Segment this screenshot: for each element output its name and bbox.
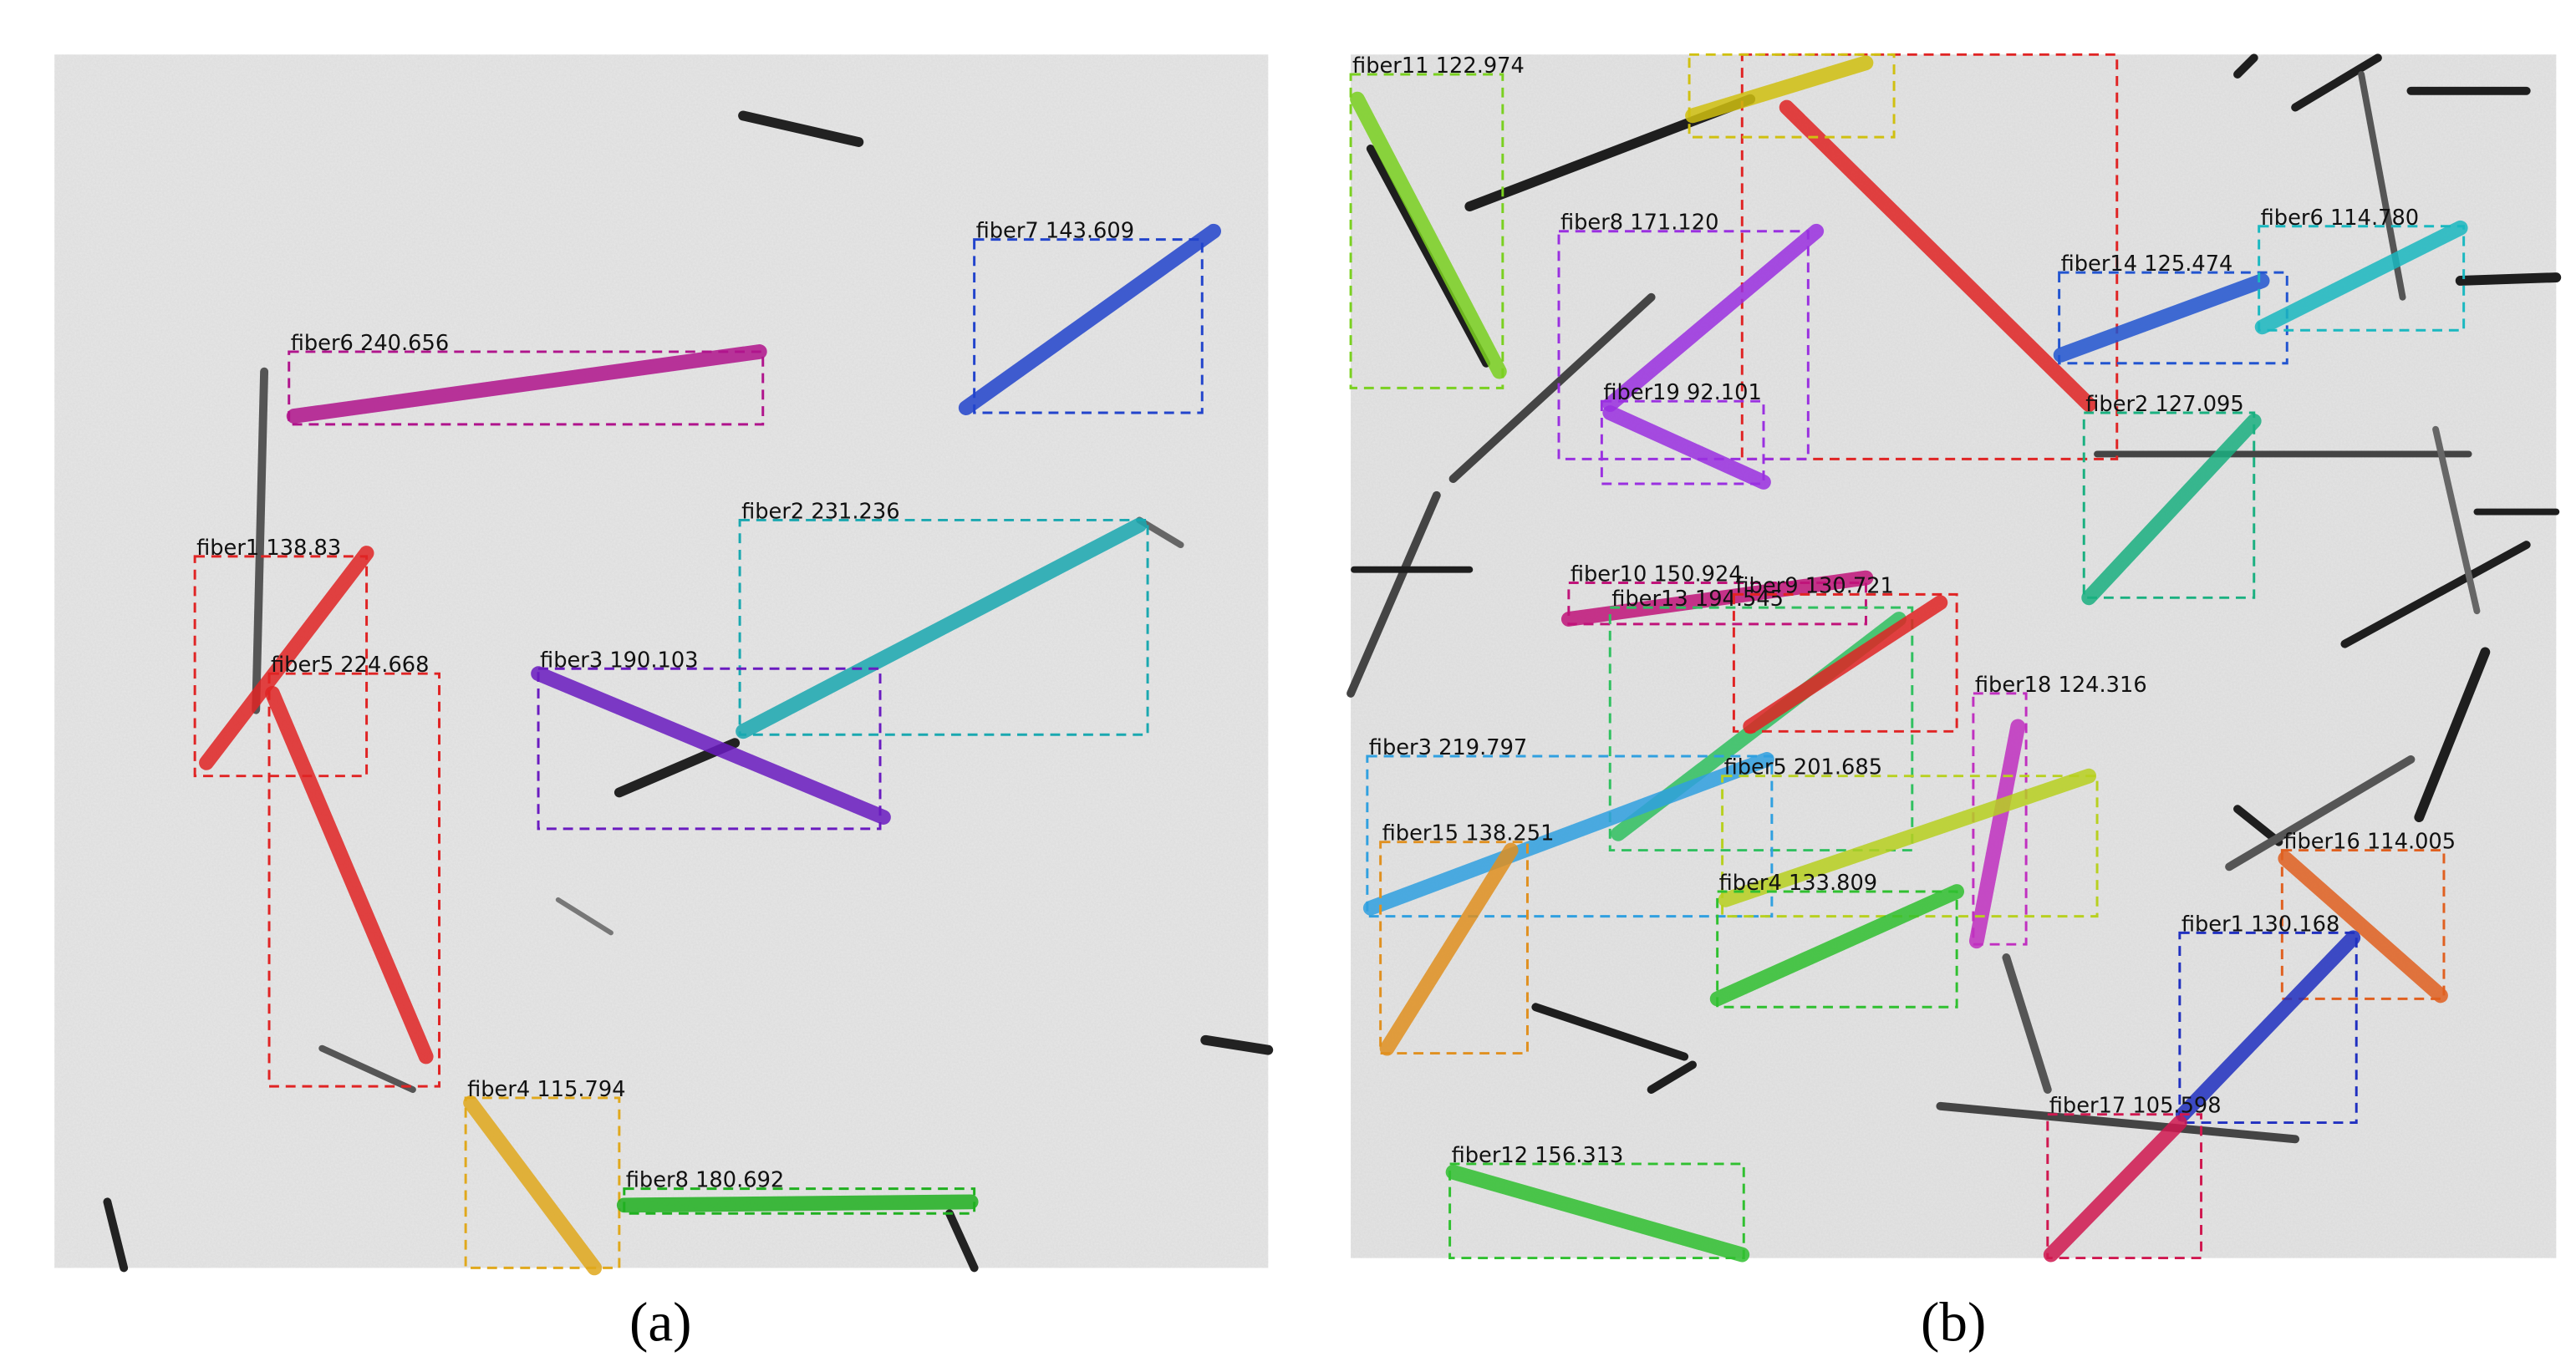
annotation-box bbox=[1379, 841, 1529, 1055]
fiber-label: fiber15 138.251 bbox=[1382, 821, 1555, 846]
annotation-box bbox=[1608, 606, 1914, 852]
fiber-mask bbox=[1379, 842, 1519, 1056]
fiber-label: fiber8 171.120 bbox=[1560, 211, 1718, 236]
fiber-label: fiber10 150.924 bbox=[1571, 562, 1743, 587]
annotation-box bbox=[1448, 1162, 1745, 1260]
fiber-mask bbox=[958, 223, 1221, 415]
annotation-box bbox=[288, 350, 765, 426]
annotation-box bbox=[1716, 890, 1958, 1009]
annotation-box bbox=[267, 672, 441, 1088]
fiber-mask bbox=[736, 517, 1148, 739]
fiber-label: fiber17 105.598 bbox=[2049, 1094, 2222, 1119]
annotation-box bbox=[2082, 411, 2256, 599]
fiber-mask bbox=[2043, 1115, 2187, 1263]
annotation-box bbox=[1557, 230, 1810, 460]
fiber-mask bbox=[1685, 55, 1874, 124]
fiber-mask bbox=[1602, 223, 1825, 413]
fiber-label: fiber3 219.797 bbox=[1369, 735, 1527, 760]
fiber-label: fiber16 114.005 bbox=[2283, 830, 2456, 855]
annotation-box bbox=[1732, 592, 1958, 733]
fiber-label: fiber18 124.316 bbox=[1975, 673, 2147, 698]
fiber-mask bbox=[199, 546, 374, 770]
fiber-mask bbox=[1709, 884, 1965, 1007]
annotation-box bbox=[193, 555, 369, 778]
fiber-mask bbox=[2254, 220, 2468, 335]
fiber-label: fiber4 115.794 bbox=[467, 1077, 625, 1102]
fiber-label: fiber12 156.313 bbox=[1452, 1143, 1624, 1168]
fiber-mask bbox=[1445, 1164, 1750, 1263]
fiber-mask bbox=[1968, 719, 2026, 949]
annotation-box bbox=[1740, 53, 2119, 460]
fiber-label: fiber6 240.656 bbox=[291, 331, 449, 356]
annotation-box bbox=[1366, 755, 1774, 918]
annotation-box bbox=[973, 238, 1204, 414]
annotation-box bbox=[1567, 582, 1867, 626]
fiber-mask bbox=[265, 686, 434, 1065]
fiber-mask bbox=[2081, 414, 2262, 606]
fiber-mask bbox=[2053, 273, 2270, 363]
fiber-mask bbox=[531, 666, 891, 825]
fiber-label: fiber7 143.609 bbox=[976, 219, 1134, 244]
fiber-mask bbox=[1743, 595, 1948, 734]
fiber-mask bbox=[1350, 91, 1507, 379]
panel-b-image bbox=[1347, 53, 2562, 1258]
annotation-box bbox=[2258, 225, 2466, 332]
annotation-box bbox=[1688, 53, 1896, 139]
fiber-label: fiber1 130.168 bbox=[2181, 912, 2339, 937]
fiber-label: fiber1 138.83 bbox=[196, 536, 341, 561]
fiber-label: fiber13 194.545 bbox=[1611, 587, 1784, 612]
fiber-label: fiber5 224.668 bbox=[271, 653, 429, 678]
panel-a-image bbox=[54, 54, 1274, 1273]
fiber-label: fiber11 122.974 bbox=[1352, 53, 1525, 79]
caption: (b) bbox=[1921, 1290, 1986, 1353]
fiber-mask bbox=[1560, 570, 1874, 627]
annotation-box bbox=[1600, 399, 1765, 485]
fiber-label: fiber14 125.474 bbox=[2061, 252, 2233, 277]
annotation-box bbox=[2178, 931, 2358, 1125]
fiber-mask bbox=[2175, 930, 2361, 1122]
fiber-mask bbox=[1779, 99, 2097, 413]
fiber-mask bbox=[2278, 851, 2448, 1004]
annotation-box bbox=[537, 667, 882, 831]
annotation-box bbox=[738, 518, 1149, 736]
fiber-mask bbox=[463, 1095, 603, 1276]
fiber-label: fiber19 92.101 bbox=[1603, 380, 1761, 405]
fiber-label: fiber8 180.692 bbox=[626, 1168, 784, 1193]
fiber-label: fiber2 127.095 bbox=[2085, 392, 2243, 417]
annotation-box bbox=[464, 1096, 621, 1269]
fiber-label: fiber9 130.721 bbox=[1735, 573, 1893, 598]
fiber-label: fiber3 190.103 bbox=[540, 648, 698, 673]
annotation-box bbox=[623, 1187, 976, 1215]
annotation-box bbox=[2280, 849, 2446, 1000]
fiber-mask bbox=[616, 1194, 979, 1213]
caption: (a) bbox=[629, 1290, 692, 1353]
fiber-label: fiber5 201.685 bbox=[1724, 755, 1882, 780]
fiber-mask bbox=[286, 344, 767, 424]
fiber-mask bbox=[1718, 768, 2097, 907]
annotation-box bbox=[1349, 73, 1504, 389]
fiber-label: fiber6 114.780 bbox=[2261, 206, 2419, 231]
fiber-mask bbox=[1362, 752, 1774, 916]
fiber-label: fiber2 231.236 bbox=[741, 499, 899, 524]
fiber-label: fiber4 133.809 bbox=[1719, 871, 1877, 896]
fiber-mask bbox=[1602, 405, 1771, 490]
